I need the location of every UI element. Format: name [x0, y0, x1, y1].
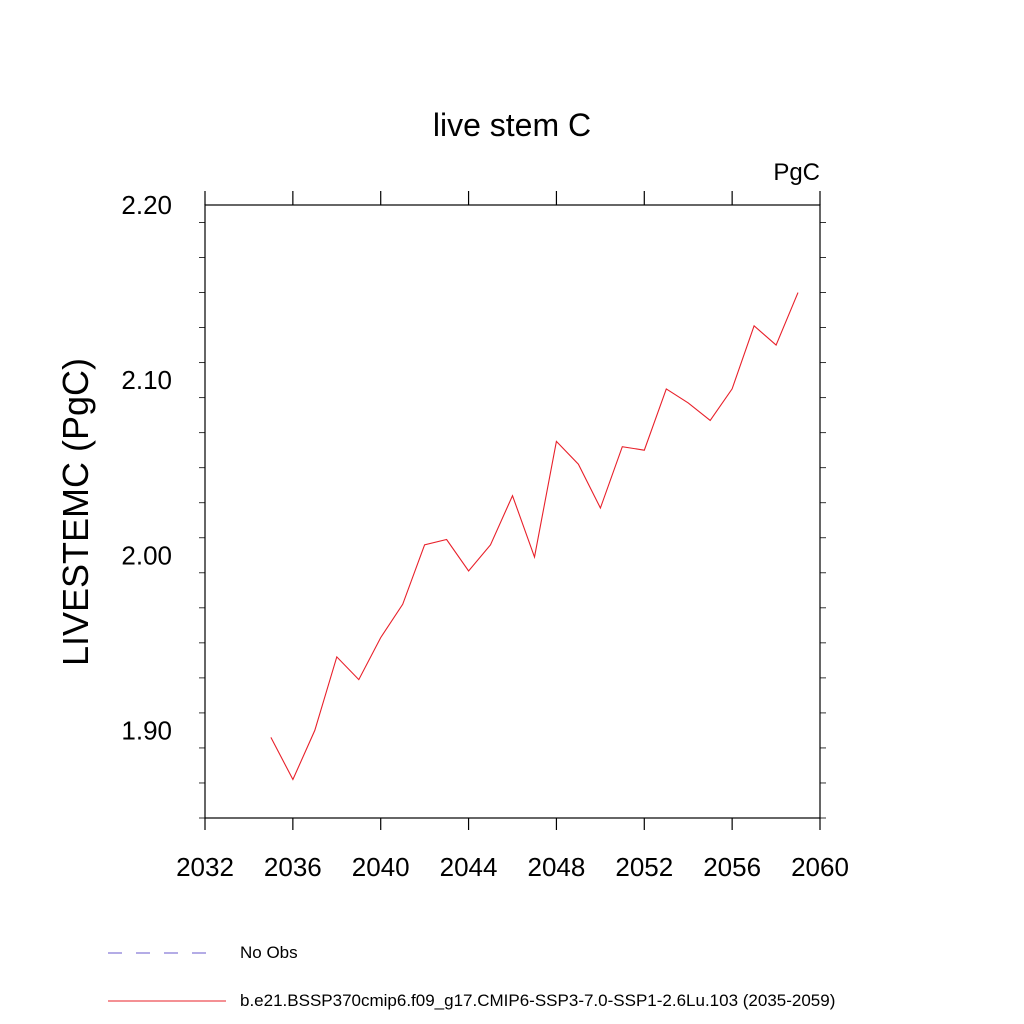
x-tick-label: 2052: [615, 852, 673, 882]
x-tick-label: 2040: [352, 852, 410, 882]
legend-item-model: b.e21.BSSP370cmip6.f09_g17.CMIP6-SSP3-7.…: [108, 991, 835, 1011]
axis-ticks: [199, 191, 826, 830]
x-tick-label: 2032: [176, 852, 234, 882]
units-label: PgC: [773, 159, 820, 186]
y-axis-label: LIVESTEMC (PgC): [55, 358, 96, 666]
y-tick-label: 2.00: [121, 540, 172, 570]
series-line: [270, 292, 799, 781]
x-tick-label: 2060: [791, 852, 849, 882]
y-tick-label: 2.20: [121, 190, 172, 220]
legend-item-no-obs: No Obs: [108, 943, 298, 963]
plot-frame: [204, 204, 821, 819]
x-tick-label: 2044: [440, 852, 498, 882]
y-tick-label: 2.10: [121, 365, 172, 395]
x-tick-label: 2036: [264, 852, 322, 882]
y-tick-label: 1.90: [121, 715, 172, 745]
legend-label-model: b.e21.BSSP370cmip6.f09_g17.CMIP6-SSP3-7.…: [240, 991, 836, 1010]
series-group: [270, 292, 799, 781]
x-tick-label: 2056: [703, 852, 761, 882]
chart-title: live stem C: [433, 107, 591, 143]
x-tick-label: 2048: [528, 852, 586, 882]
legend-swatch-solid: [108, 1000, 226, 1002]
tick-labels: 2032 2036 2040 2044 2048 2052 2056 2060 1.90 2.00…: [121, 190, 849, 882]
legend-label-no-obs: No Obs: [240, 943, 298, 962]
legend-swatch-dashed: [108, 952, 216, 954]
